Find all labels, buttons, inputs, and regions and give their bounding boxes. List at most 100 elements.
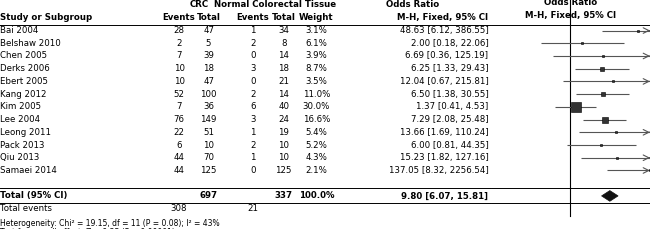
Text: 6: 6 — [176, 141, 182, 150]
Text: Kang 2012: Kang 2012 — [0, 90, 47, 99]
Text: 2.1%: 2.1% — [306, 166, 328, 175]
Text: Kim 2005: Kim 2005 — [0, 102, 41, 111]
Text: Total (95% CI): Total (95% CI) — [0, 191, 68, 200]
Text: 12.04 [0.67, 215.81]: 12.04 [0.67, 215.81] — [400, 77, 488, 86]
Text: 18: 18 — [203, 64, 214, 73]
Text: 125: 125 — [276, 166, 292, 175]
Text: Heterogeneity: Chi² = 19.15, df = 11 (P = 0.08); I² = 43%: Heterogeneity: Chi² = 19.15, df = 11 (P … — [0, 219, 220, 228]
Text: 1: 1 — [250, 128, 255, 137]
Text: 3.9%: 3.9% — [306, 52, 328, 60]
Text: Derks 2006: Derks 2006 — [0, 64, 50, 73]
Text: 7: 7 — [176, 102, 182, 111]
Text: 8.7%: 8.7% — [306, 64, 328, 73]
Text: 697: 697 — [200, 191, 218, 200]
Text: 1: 1 — [250, 26, 255, 35]
Text: Total: Total — [197, 13, 220, 22]
Text: 6.69 [0.36, 125.19]: 6.69 [0.36, 125.19] — [406, 52, 488, 60]
Text: 40: 40 — [278, 102, 289, 111]
Text: 6.25 [1.33, 29.43]: 6.25 [1.33, 29.43] — [411, 64, 488, 73]
Text: Qiu 2013: Qiu 2013 — [0, 153, 40, 162]
Text: 100: 100 — [200, 90, 217, 99]
Text: 44: 44 — [174, 153, 185, 162]
Text: 14: 14 — [278, 90, 289, 99]
Text: 44: 44 — [174, 166, 185, 175]
Text: Test for overall effect: Z = 9.35 (P < 0.00001): Test for overall effect: Z = 9.35 (P < 0… — [0, 228, 175, 229]
Text: 52: 52 — [174, 90, 185, 99]
Text: Bai 2004: Bai 2004 — [0, 26, 38, 35]
Text: 36: 36 — [203, 102, 214, 111]
Text: Weight: Weight — [299, 13, 334, 22]
Text: Lee 2004: Lee 2004 — [0, 115, 40, 124]
Text: M-H, Fixed, 95% CI: M-H, Fixed, 95% CI — [397, 13, 488, 22]
Text: 51: 51 — [203, 128, 214, 137]
Text: 2: 2 — [176, 39, 182, 48]
Text: Total: Total — [272, 13, 296, 22]
Text: 5.2%: 5.2% — [306, 141, 328, 150]
Text: 2: 2 — [250, 141, 255, 150]
Text: 6.1%: 6.1% — [306, 39, 328, 48]
Text: 48.63 [6.12, 386.55]: 48.63 [6.12, 386.55] — [400, 26, 488, 35]
Text: 100.0%: 100.0% — [299, 191, 334, 200]
Text: 0: 0 — [250, 77, 255, 86]
Text: 137.05 [8.32, 2256.54]: 137.05 [8.32, 2256.54] — [389, 166, 488, 175]
Text: 13.66 [1.69, 110.24]: 13.66 [1.69, 110.24] — [400, 128, 488, 137]
Text: 3: 3 — [250, 115, 255, 124]
Text: Study or Subgroup: Study or Subgroup — [0, 13, 92, 22]
Text: 125: 125 — [200, 166, 217, 175]
Text: 11.0%: 11.0% — [303, 90, 330, 99]
Text: 7.29 [2.08, 25.48]: 7.29 [2.08, 25.48] — [411, 115, 488, 124]
Text: 47: 47 — [203, 77, 214, 86]
Text: 39: 39 — [203, 52, 214, 60]
Text: Events: Events — [162, 13, 196, 22]
Text: 18: 18 — [278, 64, 289, 73]
Text: 28: 28 — [174, 26, 185, 35]
Text: 6.00 [0.81, 44.35]: 6.00 [0.81, 44.35] — [411, 141, 488, 150]
Text: 15.23 [1.82, 127.16]: 15.23 [1.82, 127.16] — [400, 153, 488, 162]
Text: 0: 0 — [250, 52, 255, 60]
Text: Leong 2011: Leong 2011 — [0, 128, 51, 137]
Text: 2: 2 — [250, 39, 255, 48]
Text: 8: 8 — [281, 39, 287, 48]
Text: M-H, Fixed, 95% CI: M-H, Fixed, 95% CI — [525, 11, 616, 20]
Text: 30.0%: 30.0% — [303, 102, 330, 111]
Text: 9.80 [6.07, 15.81]: 9.80 [6.07, 15.81] — [401, 191, 488, 200]
Text: 7: 7 — [176, 52, 182, 60]
Text: Ebert 2005: Ebert 2005 — [0, 77, 48, 86]
Text: 6: 6 — [250, 102, 255, 111]
Text: 10: 10 — [203, 141, 214, 150]
Text: 10: 10 — [174, 77, 185, 86]
Text: 149: 149 — [200, 115, 216, 124]
Text: 19: 19 — [278, 128, 289, 137]
Text: 3.5%: 3.5% — [306, 77, 328, 86]
Text: 5.4%: 5.4% — [306, 128, 328, 137]
Text: 308: 308 — [171, 204, 187, 213]
Text: Samaei 2014: Samaei 2014 — [0, 166, 57, 175]
Text: 76: 76 — [174, 115, 185, 124]
Text: Events: Events — [237, 13, 269, 22]
Text: 4.3%: 4.3% — [306, 153, 328, 162]
Text: 47: 47 — [203, 26, 214, 35]
Text: 10: 10 — [278, 141, 289, 150]
Text: 22: 22 — [174, 128, 185, 137]
Text: 2.00 [0.18, 22.06]: 2.00 [0.18, 22.06] — [411, 39, 488, 48]
Text: 16.6%: 16.6% — [303, 115, 330, 124]
Text: 10: 10 — [278, 153, 289, 162]
Text: Total events: Total events — [0, 204, 52, 213]
Text: 14: 14 — [278, 52, 289, 60]
Text: Odds Ratio: Odds Ratio — [544, 0, 597, 7]
Text: CRC: CRC — [189, 0, 208, 9]
Text: 70: 70 — [203, 153, 214, 162]
Text: Pack 2013: Pack 2013 — [0, 141, 44, 150]
Text: 3.1%: 3.1% — [306, 26, 328, 35]
Text: Chen 2005: Chen 2005 — [0, 52, 47, 60]
Text: 1.37 [0.41, 4.53]: 1.37 [0.41, 4.53] — [416, 102, 488, 111]
Polygon shape — [601, 191, 618, 201]
Text: 1: 1 — [250, 153, 255, 162]
Text: 10: 10 — [174, 64, 185, 73]
Text: 5: 5 — [206, 39, 211, 48]
Text: 34: 34 — [278, 26, 289, 35]
Text: 337: 337 — [274, 191, 292, 200]
Text: 21: 21 — [247, 204, 258, 213]
Text: Normal Colorectal Tissue: Normal Colorectal Tissue — [214, 0, 337, 9]
Text: 2: 2 — [250, 90, 255, 99]
